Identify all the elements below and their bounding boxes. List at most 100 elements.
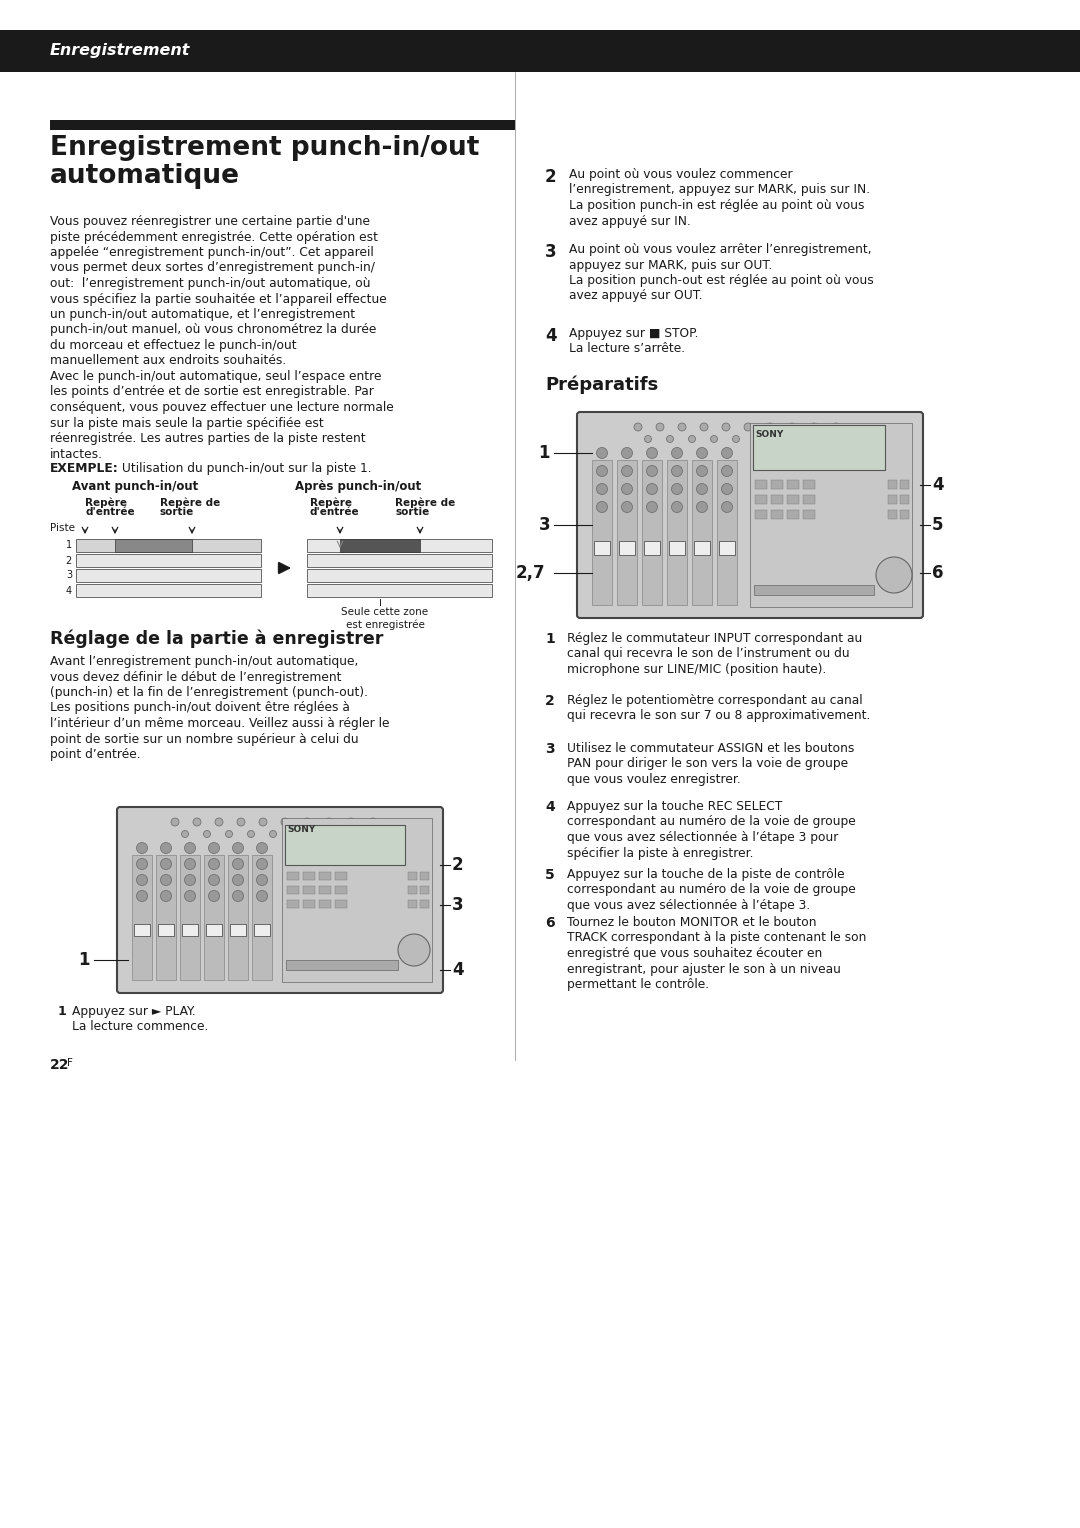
Bar (335, 872, 347, 880)
Bar (303, 886, 315, 894)
Bar (408, 886, 417, 894)
Bar (335, 886, 347, 894)
Circle shape (766, 423, 774, 431)
Text: 1: 1 (79, 950, 90, 969)
Bar (888, 510, 897, 520)
Bar (804, 480, 815, 489)
Bar (319, 872, 330, 880)
Bar (114, 539, 192, 552)
Text: conséquent, vous pouvez effectuer une lecture normale: conséquent, vous pouvez effectuer une le… (50, 400, 394, 414)
Bar (230, 924, 246, 937)
Circle shape (313, 831, 321, 837)
Circle shape (215, 817, 222, 827)
Text: Enregistrement punch-in/out: Enregistrement punch-in/out (50, 134, 480, 160)
Bar (755, 510, 767, 520)
Text: avez appuyé sur OUT.: avez appuyé sur OUT. (569, 289, 703, 303)
Bar (76, 584, 261, 597)
Text: les points d’entrée et de sortie est enregistrable. Par: les points d’entrée et de sortie est enr… (50, 385, 374, 399)
Text: que vous avez sélectionnée à l’étape 3 pour: que vous avez sélectionnée à l’étape 3 p… (567, 831, 838, 843)
Circle shape (596, 483, 607, 495)
Text: microphone sur LINE/MIC (position haute).: microphone sur LINE/MIC (position haute)… (567, 663, 826, 675)
Text: 1: 1 (58, 1005, 67, 1018)
Circle shape (672, 483, 683, 495)
Text: Seule cette zone: Seule cette zone (341, 607, 429, 617)
Circle shape (171, 817, 179, 827)
Circle shape (666, 435, 674, 443)
Circle shape (347, 817, 355, 827)
Text: punch-in/out manuel, où vous chronométrez la durée: punch-in/out manuel, où vous chronométre… (50, 324, 376, 336)
Circle shape (672, 448, 683, 458)
Text: 2,7: 2,7 (515, 564, 545, 582)
Text: Réglage de la partie à enregistrer: Réglage de la partie à enregistrer (50, 630, 383, 648)
Bar (755, 480, 767, 489)
Text: Avant punch-in/out: Avant punch-in/out (72, 480, 199, 494)
Text: appuyez sur MARK, puis sur OUT.: appuyez sur MARK, puis sur OUT. (569, 258, 772, 272)
Text: Appuyez sur ■ STOP.: Appuyez sur ■ STOP. (569, 327, 699, 341)
Text: permettant le contrôle.: permettant le contrôle. (567, 978, 710, 992)
Text: TRACK correspondant à la piste contenant le son: TRACK correspondant à la piste contenant… (567, 932, 866, 944)
Circle shape (721, 501, 732, 512)
Circle shape (647, 483, 658, 495)
Text: que vous avez sélectionnée à l’étape 3.: que vous avez sélectionnée à l’étape 3. (567, 898, 810, 912)
Text: La position punch-in est réglée au point où vous: La position punch-in est réglée au point… (569, 199, 864, 212)
Circle shape (185, 874, 195, 886)
Text: Réglez le commutateur INPUT correspondant au: Réglez le commutateur INPUT correspondan… (567, 633, 862, 645)
Bar (420, 900, 429, 908)
Circle shape (645, 435, 651, 443)
Text: SONY: SONY (287, 825, 315, 834)
Text: SONY: SONY (755, 429, 783, 439)
Bar (303, 900, 315, 908)
Text: Appuyez sur la touche REC SELECT: Appuyez sur la touche REC SELECT (567, 801, 782, 813)
Text: piste précédemment enregistrée. Cette opération est: piste précédemment enregistrée. Cette op… (50, 231, 378, 243)
Text: du morceau et effectuez le punch-in/out: du morceau et effectuez le punch-in/out (50, 339, 297, 351)
Circle shape (303, 817, 311, 827)
Text: Tournez le bouton MONITOR et le bouton: Tournez le bouton MONITOR et le bouton (567, 915, 816, 929)
Text: un punch-in/out automatique, et l’enregistrement: un punch-in/out automatique, et l’enregi… (50, 309, 355, 321)
Text: 5: 5 (545, 868, 555, 882)
Bar (76, 555, 261, 567)
Bar (285, 825, 405, 865)
Text: sur la piste mais seule la partie spécifiée est: sur la piste mais seule la partie spécif… (50, 417, 324, 429)
Bar (132, 856, 152, 979)
Bar (594, 541, 610, 555)
Bar (900, 510, 909, 520)
Text: Avant l’enregistrement punch-in/out automatique,: Avant l’enregistrement punch-in/out auto… (50, 656, 359, 668)
Bar (667, 460, 687, 605)
Text: 4: 4 (545, 327, 556, 345)
Text: sortie: sortie (395, 507, 429, 516)
Bar (771, 480, 783, 489)
Bar (420, 872, 429, 880)
Bar (771, 510, 783, 520)
Bar (180, 856, 200, 979)
Text: 2: 2 (66, 556, 72, 565)
Circle shape (203, 831, 211, 837)
Bar (592, 460, 612, 605)
Circle shape (656, 423, 664, 431)
Circle shape (621, 501, 633, 512)
Text: enregistrant, pour ajuster le son à un niveau: enregistrant, pour ajuster le son à un n… (567, 963, 841, 975)
Circle shape (208, 874, 219, 886)
Circle shape (596, 466, 607, 477)
Text: 22: 22 (50, 1057, 69, 1073)
Bar (340, 539, 420, 552)
Circle shape (721, 483, 732, 495)
Circle shape (161, 842, 172, 854)
Bar (900, 495, 909, 504)
Circle shape (399, 934, 430, 966)
Circle shape (732, 435, 740, 443)
Circle shape (672, 466, 683, 477)
Circle shape (621, 483, 633, 495)
Circle shape (596, 448, 607, 458)
Bar (787, 480, 799, 489)
Bar (307, 584, 492, 597)
Text: Les positions punch-in/out doivent être réglées à: Les positions punch-in/out doivent être … (50, 701, 350, 715)
Bar (204, 856, 224, 979)
Text: automatique: automatique (50, 163, 240, 189)
Bar (642, 460, 662, 605)
Circle shape (810, 423, 818, 431)
Bar (206, 924, 222, 937)
Bar (319, 886, 330, 894)
Text: intactes.: intactes. (50, 448, 103, 460)
Circle shape (226, 831, 232, 837)
Text: 3: 3 (545, 243, 556, 261)
